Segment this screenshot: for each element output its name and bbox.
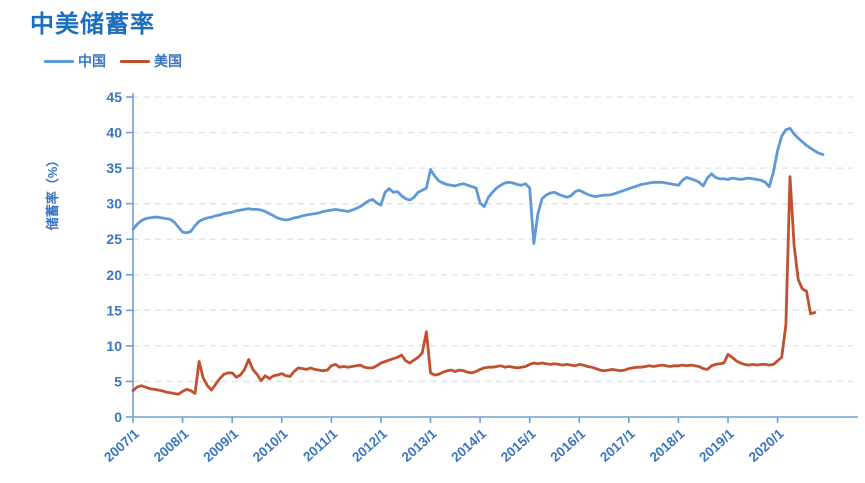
chart-title: 中美储蓄率 bbox=[30, 11, 155, 38]
x-tick-label: 2016/1 bbox=[548, 426, 589, 465]
x-tick-label: 2008/1 bbox=[151, 426, 192, 465]
legend-label-china: 中国 bbox=[78, 53, 106, 69]
x-tick-label: 2018/1 bbox=[647, 426, 688, 465]
x-tick-label: 2014/1 bbox=[448, 426, 489, 465]
y-tick-label: 45 bbox=[106, 89, 122, 105]
y-tick-label: 30 bbox=[106, 196, 122, 212]
legend-item-china[interactable]: 中国 bbox=[44, 51, 106, 71]
x-tick-label: 2013/1 bbox=[399, 426, 440, 465]
y-tick-label: 10 bbox=[106, 338, 122, 354]
china-line-swatch bbox=[44, 59, 74, 63]
x-tick-label: 2009/1 bbox=[200, 426, 241, 465]
y-tick-label: 35 bbox=[106, 160, 122, 176]
legend: 中国 美国 bbox=[44, 51, 182, 71]
x-tick-label: 2017/1 bbox=[597, 426, 638, 465]
y-tick-label: 15 bbox=[106, 302, 122, 318]
y-tick-label: 40 bbox=[106, 125, 122, 141]
us-series-line[interactable] bbox=[131, 175, 817, 396]
x-tick-label: 2007/1 bbox=[101, 426, 142, 465]
x-tick-label: 2015/1 bbox=[498, 426, 539, 465]
us-line-swatch bbox=[120, 59, 150, 63]
y-tick-label: 20 bbox=[106, 267, 122, 283]
china-series-line[interactable] bbox=[131, 126, 825, 245]
x-tick-label: 2019/1 bbox=[696, 426, 737, 465]
y-axis-title: 储蓄率（%） bbox=[45, 154, 60, 232]
y-tick-label: 25 bbox=[106, 231, 122, 247]
y-tick-label: 5 bbox=[114, 373, 122, 389]
x-tick-label: 2010/1 bbox=[250, 426, 291, 465]
x-tick-label: 2020/1 bbox=[746, 426, 787, 465]
x-tick-label: 2011/1 bbox=[300, 426, 341, 465]
legend-label-us: 美国 bbox=[154, 53, 182, 69]
y-tick-label: 0 bbox=[114, 409, 122, 425]
legend-item-us[interactable]: 美国 bbox=[120, 51, 182, 71]
x-tick-label: 2012/1 bbox=[349, 426, 390, 465]
